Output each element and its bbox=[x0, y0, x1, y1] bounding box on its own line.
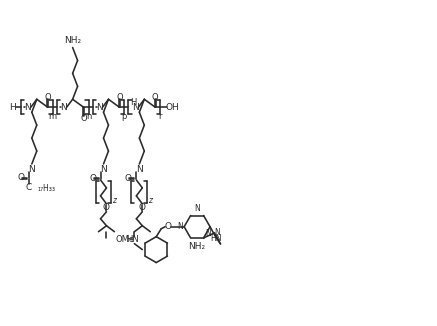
Text: OMe: OMe bbox=[115, 235, 135, 244]
Text: O: O bbox=[139, 203, 146, 212]
Text: n: n bbox=[86, 112, 91, 121]
Text: OH: OH bbox=[165, 103, 179, 112]
Text: O: O bbox=[17, 173, 24, 183]
Text: N: N bbox=[60, 103, 67, 112]
Text: O: O bbox=[89, 174, 96, 184]
Text: O: O bbox=[152, 93, 159, 102]
Text: N: N bbox=[177, 222, 183, 231]
Text: z: z bbox=[148, 196, 152, 205]
Text: H: H bbox=[130, 98, 136, 107]
Text: O: O bbox=[45, 93, 51, 102]
Text: HN: HN bbox=[210, 234, 222, 243]
Text: H: H bbox=[10, 103, 16, 112]
Text: p: p bbox=[122, 112, 127, 121]
Text: O: O bbox=[80, 114, 87, 123]
Text: HN: HN bbox=[126, 235, 139, 244]
Text: O: O bbox=[165, 222, 172, 231]
Text: z: z bbox=[112, 196, 116, 205]
Text: r: r bbox=[159, 112, 162, 121]
Text: N: N bbox=[28, 166, 35, 174]
Text: N: N bbox=[24, 103, 31, 112]
Text: N: N bbox=[215, 229, 220, 237]
Text: N: N bbox=[132, 103, 139, 112]
Text: N: N bbox=[194, 204, 200, 213]
Text: m: m bbox=[49, 112, 57, 121]
Text: NH₂: NH₂ bbox=[64, 36, 81, 45]
Text: NH₂: NH₂ bbox=[188, 242, 206, 251]
Text: N: N bbox=[206, 230, 212, 238]
Text: O: O bbox=[125, 174, 132, 184]
Text: N: N bbox=[100, 166, 107, 174]
Text: N: N bbox=[96, 103, 103, 112]
Text: C: C bbox=[26, 184, 32, 192]
Text: ₁₇H₃₃: ₁₇H₃₃ bbox=[38, 185, 56, 193]
Text: N: N bbox=[136, 166, 143, 174]
Text: O: O bbox=[116, 93, 123, 102]
Text: O: O bbox=[103, 203, 110, 212]
